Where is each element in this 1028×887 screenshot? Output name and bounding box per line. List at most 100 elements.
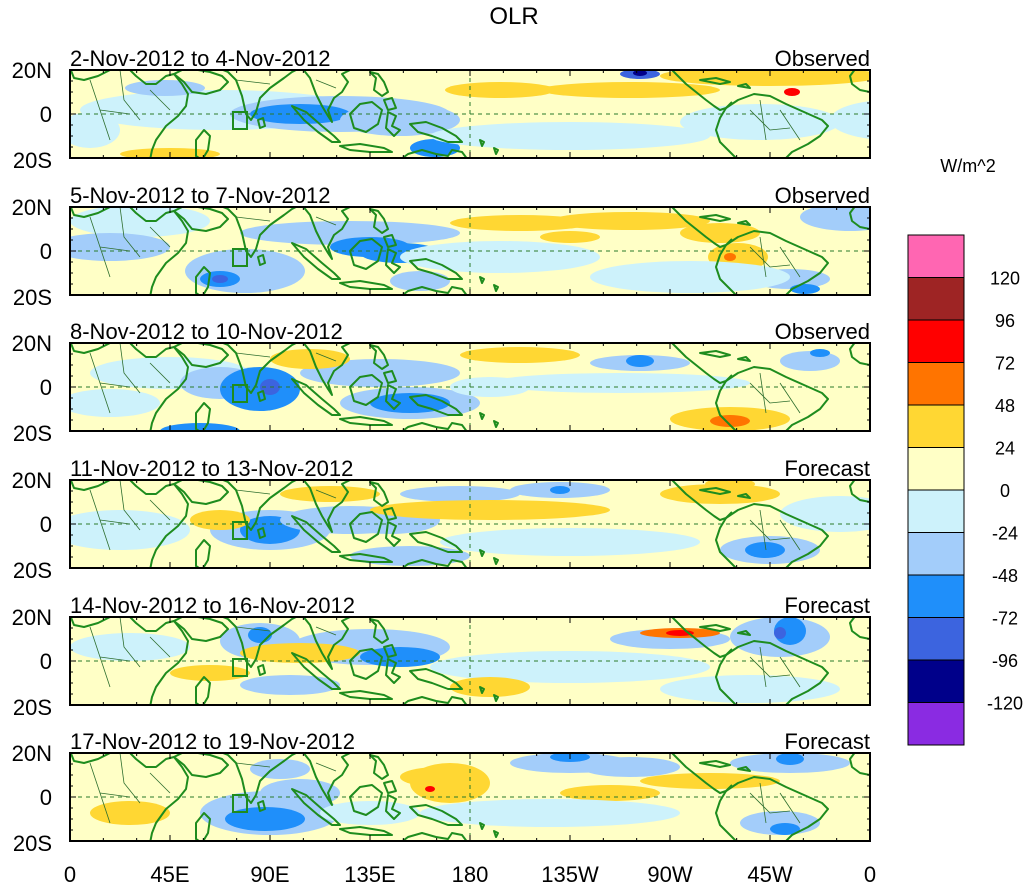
latitude-label: 0 (40, 649, 52, 674)
longitude-label: 135W (541, 862, 599, 887)
colorbar-label: 120 (990, 269, 1020, 289)
panel-date-range: 5-Nov-2012 to 7-Nov-2012 (70, 183, 330, 208)
olr-anomaly-region (70, 633, 190, 661)
longitude-axis-labels: 0 45E 90E 135E 180 135W 90W 45W 0 (64, 862, 876, 887)
colorbar-label: 24 (995, 439, 1015, 459)
olr-anomaly-region (830, 101, 870, 139)
olr-anomaly-region (560, 785, 660, 801)
olr-anomaly-region (745, 542, 785, 558)
colorbar: 120 96 72 48 24 0 -24 -48 -72 -96 -120 (907, 234, 1023, 746)
olr-anomaly-region (240, 643, 360, 663)
olr-anomaly-region (640, 773, 780, 789)
olr-anomaly-region (780, 351, 840, 371)
olr-anomaly-region (225, 807, 305, 831)
latitude-label: 20N (12, 331, 52, 356)
panel-status: Forecast (784, 729, 870, 754)
panel-status: Observed (775, 46, 870, 71)
latitude-label: 20N (12, 58, 52, 83)
olr-anomaly-region (170, 665, 250, 681)
olr-anomaly-region (790, 284, 820, 294)
longitude-label: 45E (150, 862, 189, 887)
longitude-label: 135E (344, 862, 395, 887)
olr-anomaly-region (270, 349, 350, 369)
region-box (232, 521, 248, 540)
latitude-label: 20S (13, 831, 52, 856)
colorbar-swatch (907, 404, 965, 448)
olr-anomaly-region (680, 104, 840, 140)
olr-anomaly-region (410, 139, 460, 157)
olr-anomaly-region (250, 759, 310, 779)
colorbar-unit-label: W/m^2 (940, 156, 995, 176)
colorbar-label: 72 (995, 354, 1015, 374)
olr-anomaly-region (125, 80, 205, 96)
latitude-label: 0 (40, 375, 52, 400)
colorbar-label: 0 (1000, 481, 1010, 501)
colorbar-swatch (907, 574, 965, 618)
olr-anomaly-region (776, 753, 804, 765)
region-box (232, 658, 248, 677)
colorbar-label: 48 (995, 396, 1015, 416)
figure-title: OLR (489, 3, 538, 30)
map-panel: 20N 0 20S 11-Nov-2012 to 13-Nov-2012 Forecas… (12, 456, 871, 583)
longitude-label: 45W (747, 862, 792, 887)
olr-anomaly-region (370, 500, 610, 520)
colorbar-swatch (907, 277, 965, 321)
olr-anomaly-region (185, 249, 305, 293)
latitude-label: 20S (13, 148, 52, 173)
latitude-label: 20S (13, 421, 52, 446)
panel-date-range: 2-Nov-2012 to 4-Nov-2012 (70, 46, 330, 71)
colorbar-swatch (907, 234, 965, 278)
colorbar-swatch (907, 702, 965, 746)
olr-anomaly-region (800, 207, 870, 231)
olr-anomaly-region (90, 801, 170, 825)
longitude-label: 0 (64, 862, 76, 887)
olr-anomaly-region (390, 271, 450, 291)
olr-anomaly-region (680, 223, 760, 243)
olr-anomaly-region (190, 510, 250, 530)
latitude-label: 20S (13, 285, 52, 310)
panel-status: Forecast (784, 593, 870, 618)
olr-anomaly-region (580, 757, 680, 777)
panel-status: Observed (775, 183, 870, 208)
region-box (232, 794, 248, 813)
map-panels: 20N 0 20S 2-Nov-2012 to 4-Nov-2012 Observed 2… (12, 46, 871, 856)
panel-status: Observed (775, 319, 870, 344)
olr-anomaly-region (248, 627, 272, 643)
olr-anomaly-region (810, 349, 830, 357)
olr-anomaly-region (70, 389, 160, 417)
panel-date-range: 11-Nov-2012 to 13-Nov-2012 (70, 456, 353, 481)
olr-anomaly-region (240, 675, 340, 695)
olr-anomaly-region (770, 823, 800, 835)
colorbar-label: -48 (992, 566, 1018, 586)
longitude-label: 90E (250, 862, 289, 887)
olr-anomaly-region (240, 221, 460, 245)
map-panel: 20N 0 20S 8-Nov-2012 to 10-Nov-2012 Observed (12, 319, 871, 446)
olr-anomaly-region (660, 675, 840, 703)
panel-date-range: 14-Nov-2012 to 16-Nov-2012 (70, 593, 355, 618)
olr-anomaly-region (540, 82, 720, 98)
olr-anomaly-region (430, 651, 710, 683)
colorbar-swatch (907, 659, 965, 703)
map-panel: 20N 0 20S 5-Nov-2012 to 7-Nov-2012 Observed (12, 183, 871, 310)
olr-anomaly-region (430, 122, 710, 150)
olr-anomaly-region (445, 82, 555, 98)
colorbar-label: -24 (992, 524, 1018, 544)
olr-anomaly-region (550, 486, 570, 494)
olr-anomaly-region (784, 88, 800, 96)
colorbar-label: -72 (992, 609, 1018, 629)
region-box (232, 111, 248, 130)
olr-anomaly-region (626, 355, 654, 367)
olr-anomaly-region (160, 423, 240, 431)
olr-anomaly-region (590, 261, 790, 293)
latitude-label: 20N (12, 468, 52, 493)
olr-anomaly-region (724, 253, 736, 261)
colorbar-swatch (907, 489, 965, 533)
longitude-label: 90W (647, 862, 692, 887)
olr-anomaly-region (340, 104, 460, 136)
colorbar-swatch (907, 532, 965, 576)
colorbar-label: -120 (987, 694, 1023, 714)
olr-anomaly-region (70, 233, 170, 261)
olr-anomaly-region (220, 367, 300, 411)
latitude-label: 0 (40, 512, 52, 537)
